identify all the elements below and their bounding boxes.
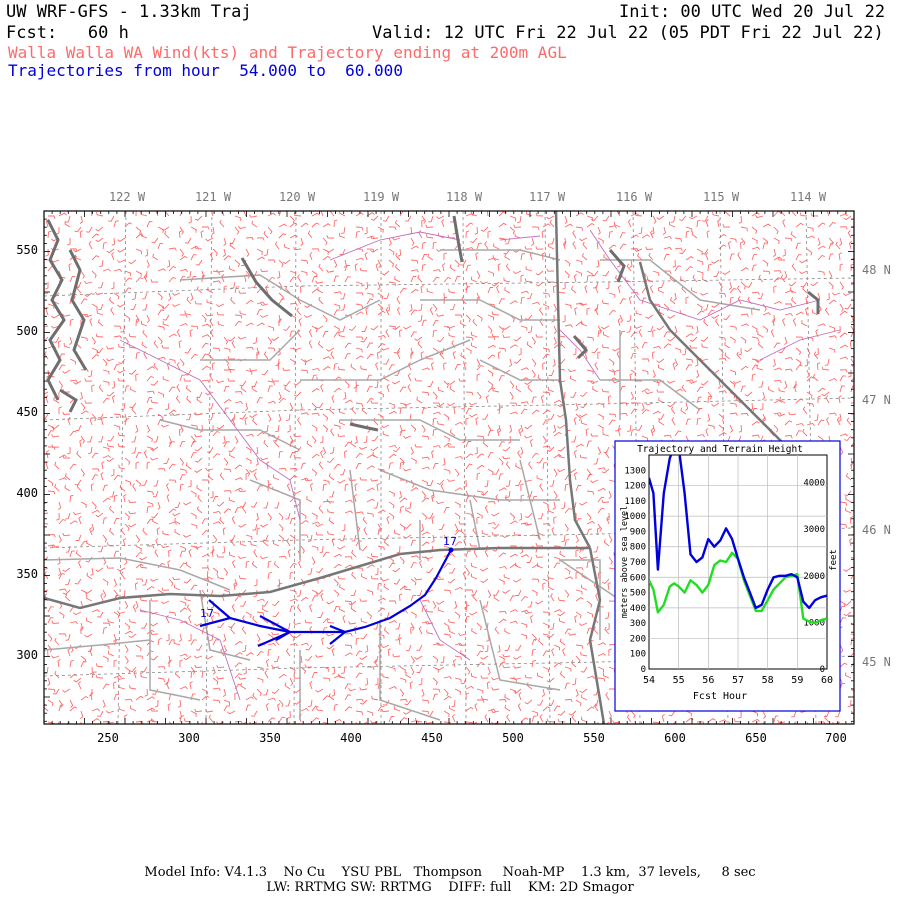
inset-series xyxy=(649,455,827,625)
y-tick: 350 xyxy=(16,567,38,581)
inset-x-tick: 58 xyxy=(762,675,774,686)
product-subtitle: Walla Walla WA Wind(kts) and Trajectory … xyxy=(8,43,567,62)
inset-title: Trajectory and Terrain Height xyxy=(637,444,803,455)
lon-label: 115 W xyxy=(703,190,740,204)
frame-ticks xyxy=(43,210,854,724)
inset-xlabel: Fcst Hour xyxy=(693,691,747,702)
trajectory-height-line xyxy=(649,455,827,610)
lat-label: 48 N xyxy=(862,263,891,277)
y-tick-labels: 550 500 450 400 350 300 xyxy=(16,243,38,662)
inset-y-tick-m: 1100 xyxy=(624,497,646,507)
inset-y-tick-m: 800 xyxy=(630,543,646,553)
inset-y-tick-ft: 0 xyxy=(820,665,825,675)
inset-y-tick-m: 300 xyxy=(630,619,646,629)
trajectory-end-label: 17 xyxy=(443,535,457,548)
init-time: Init: 00 UTC Wed 20 Jul 22 xyxy=(619,2,886,22)
lat-label: 45 N xyxy=(862,655,891,669)
footer-physics-info: LW: RRTMG SW: RRTMG DIFF: full KM: 2D Sm… xyxy=(266,880,634,895)
inset-x-tick: 56 xyxy=(702,675,714,686)
valid-time: Valid: 12 UTC Fri 22 Jul 22 (05 PDT Fri … xyxy=(372,23,884,43)
x-tick: 250 xyxy=(97,731,119,745)
footer-model-info: Model Info: V4.1.3 No Cu YSU PBL Thompso… xyxy=(144,865,756,880)
lon-label: 118 W xyxy=(446,190,483,204)
x-tick: 500 xyxy=(502,731,524,745)
lat-label: 47 N xyxy=(862,393,891,407)
inset-grid xyxy=(649,455,827,669)
y-tick: 400 xyxy=(16,486,38,500)
rivers xyxy=(119,229,841,701)
y-tick: 500 xyxy=(16,324,38,338)
lon-label: 119 W xyxy=(363,190,400,204)
inset-y-tick-m: 1300 xyxy=(624,466,646,476)
inset-y-tick-m: 0 xyxy=(641,665,646,675)
lon-label: 122 W xyxy=(109,190,146,204)
x-tick: 700 xyxy=(825,731,847,745)
y-tick: 550 xyxy=(16,243,38,257)
trajectory-range: Trajectories from hour 54.000 to 60.000 xyxy=(8,61,403,80)
x-tick-labels: 250 300 350 400 450 500 550 600 650 700 xyxy=(97,731,847,745)
x-tick: 450 xyxy=(421,731,443,745)
inset-x-tick: 55 xyxy=(673,675,685,686)
lakes-and-coast xyxy=(46,215,820,432)
lon-label: 121 W xyxy=(195,190,232,204)
inset-y-tick-m: 700 xyxy=(630,558,646,568)
model-title: UW WRF-GFS - 1.33km Traj xyxy=(6,2,252,22)
inset-y-tick-ft: 2000 xyxy=(803,572,825,582)
trajectory-end-marker xyxy=(448,547,454,553)
lon-label: 120 W xyxy=(279,190,316,204)
inset-y-tick-m: 200 xyxy=(630,634,646,644)
inset-ylabel-left: meters above sea level xyxy=(620,506,630,619)
x-tick: 350 xyxy=(259,731,281,745)
inset-ylabel-right: feet xyxy=(829,549,839,571)
lon-label: 117 W xyxy=(529,190,566,204)
inset-x-tick: 60 xyxy=(821,675,833,686)
inset-y-tick-m: 400 xyxy=(630,604,646,614)
inset-y-tick-m: 600 xyxy=(630,573,646,583)
inset-y-tick-m: 900 xyxy=(630,527,646,537)
longitude-labels: 122 W 121 W 120 W 119 W 118 W 117 W 116 … xyxy=(109,190,827,204)
inset-y-ticks-m: 1300120011001000900800700600500400300200… xyxy=(624,466,646,675)
x-tick: 300 xyxy=(178,731,200,745)
inset-x-tick: 57 xyxy=(732,675,744,686)
forecast-hour: Fcst: 60 h xyxy=(6,23,129,43)
lon-label: 116 W xyxy=(616,190,653,204)
trajectory-path xyxy=(199,549,452,648)
latitude-labels: 48 N 47 N 46 N 45 N xyxy=(862,263,891,669)
y-tick: 300 xyxy=(16,648,38,662)
inset-chart: Trajectory and Terrain Height 1300 1200 11… xyxy=(614,440,841,712)
x-tick: 400 xyxy=(340,731,362,745)
lon-label: 114 W xyxy=(790,190,827,204)
y-tick: 450 xyxy=(16,405,38,419)
lat-label: 46 N xyxy=(862,523,891,537)
terrain-height-line xyxy=(649,551,827,625)
inset-x-tick: 59 xyxy=(791,675,803,686)
inset-x-tick: 54 xyxy=(643,675,655,686)
inset-y-tick-m: 1000 xyxy=(624,512,646,522)
x-tick: 650 xyxy=(745,731,767,745)
x-tick: 550 xyxy=(583,731,605,745)
x-tick: 600 xyxy=(664,731,686,745)
inset-y-tick-m: 100 xyxy=(630,650,646,660)
inset-y-tick-ft: 4000 xyxy=(803,479,825,489)
inset-y-tick-ft: 3000 xyxy=(803,525,825,535)
inset-y-tick-m: 500 xyxy=(630,589,646,599)
inset-x-ticks: 54 55 56 57 58 59 60 xyxy=(643,675,833,686)
trajectory-start-label: 17 xyxy=(200,607,214,620)
inset-y-tick-m: 1200 xyxy=(624,482,646,492)
